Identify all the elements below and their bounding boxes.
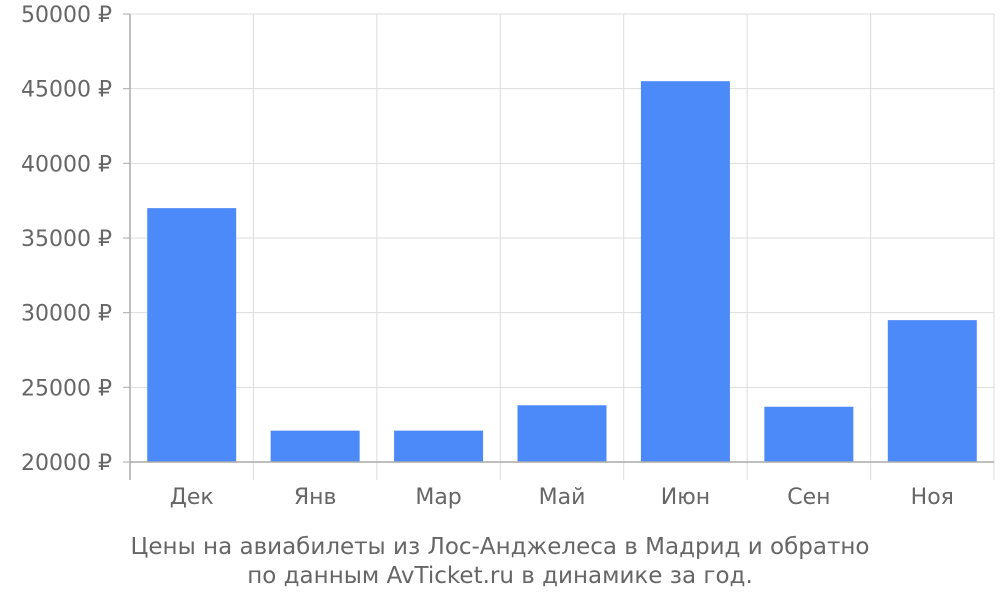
bar-1	[147, 208, 237, 462]
bar-6	[764, 406, 854, 462]
x-tick-labels: Дек Янв Мар Май Июн Сен Ноя	[170, 485, 954, 510]
x-tick-label: Дек	[170, 485, 214, 510]
y-tick-label: 45000 ₽	[21, 78, 112, 103]
bar-3	[394, 430, 484, 462]
x-tick-label: Сен	[787, 485, 830, 510]
bar-4	[517, 405, 607, 462]
y-tick-label: 35000 ₽	[21, 227, 112, 252]
grid-lines	[130, 13, 995, 480]
chart-caption-line-1: Цены на авиабилеты из Лос-Анджелеса в Ма…	[130, 534, 870, 560]
bar-7	[887, 320, 977, 462]
bar-5	[640, 81, 730, 462]
x-tick-label: Мар	[415, 485, 461, 510]
x-tick-label: Май	[539, 485, 586, 510]
y-tick-label: 50000 ₽	[21, 3, 112, 28]
y-tick-label: 40000 ₽	[21, 152, 112, 177]
y-tick-label: 30000 ₽	[21, 302, 112, 327]
axes	[123, 13, 994, 480]
y-tick-label: 20000 ₽	[21, 451, 112, 476]
chart-caption-line-2: по данным AvTicket.ru в динамике за год.	[247, 563, 753, 589]
bar-2	[270, 430, 360, 462]
x-tick-label: Ноя	[911, 485, 954, 510]
bars	[147, 81, 977, 462]
x-tick-label: Янв	[294, 485, 337, 510]
y-tick-label: 25000 ₽	[21, 376, 112, 401]
y-tick-labels: 20000 ₽ 25000 ₽ 30000 ₽ 35000 ₽ 40000 ₽ 45000…	[21, 3, 112, 476]
x-tick-label: Июн	[661, 485, 710, 510]
